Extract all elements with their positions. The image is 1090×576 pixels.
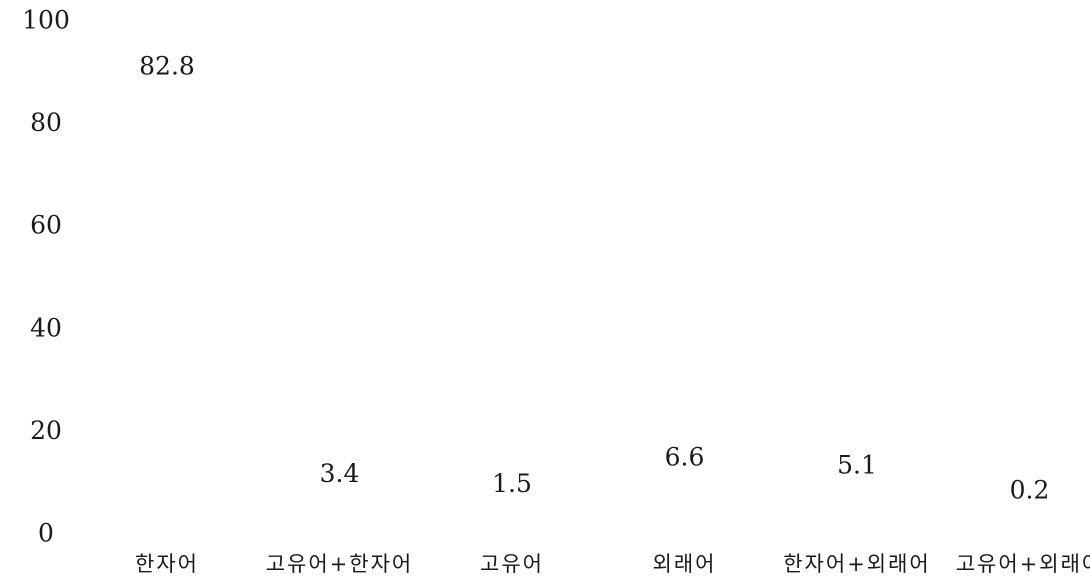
data-label: 1.5	[492, 469, 532, 498]
data-label: 82.8	[139, 52, 195, 81]
data-labels: 82.8 3.4 1.5 6.6 5.1 0.2	[139, 52, 1049, 505]
x-axis: 한자어 고유어+한자어 고유어 외래어 한자어+외래어 고유어+외래어	[135, 552, 1090, 576]
x-tick-label: 고유어	[480, 552, 544, 576]
y-axis: 0 20 40 60 80 100	[22, 6, 70, 548]
y-tick-label: 60	[30, 211, 62, 240]
x-tick-label: 고유어+한자어	[266, 552, 414, 576]
bar	[827, 509, 887, 535]
data-label: 3.4	[320, 459, 360, 488]
y-tick-label: 20	[30, 416, 62, 445]
x-tick-label: 한자어	[135, 552, 199, 576]
bar	[482, 527, 542, 535]
x-tick-label: 한자어+외래어	[783, 552, 931, 576]
bar	[137, 110, 197, 535]
bar	[310, 518, 370, 535]
x-tick-label: 외래어	[653, 552, 717, 576]
x-tick-label: 고유어+외래어	[956, 552, 1090, 576]
bar	[655, 501, 715, 535]
data-label: 5.1	[837, 450, 877, 479]
y-tick-label: 40	[30, 313, 62, 342]
y-tick-label: 0	[38, 519, 54, 548]
y-tick-label: 100	[22, 6, 70, 35]
data-label: 6.6	[665, 443, 705, 472]
y-tick-label: 80	[30, 108, 62, 137]
data-label: 0.2	[1010, 475, 1050, 504]
bars	[137, 110, 1060, 535]
bar	[1000, 534, 1060, 535]
